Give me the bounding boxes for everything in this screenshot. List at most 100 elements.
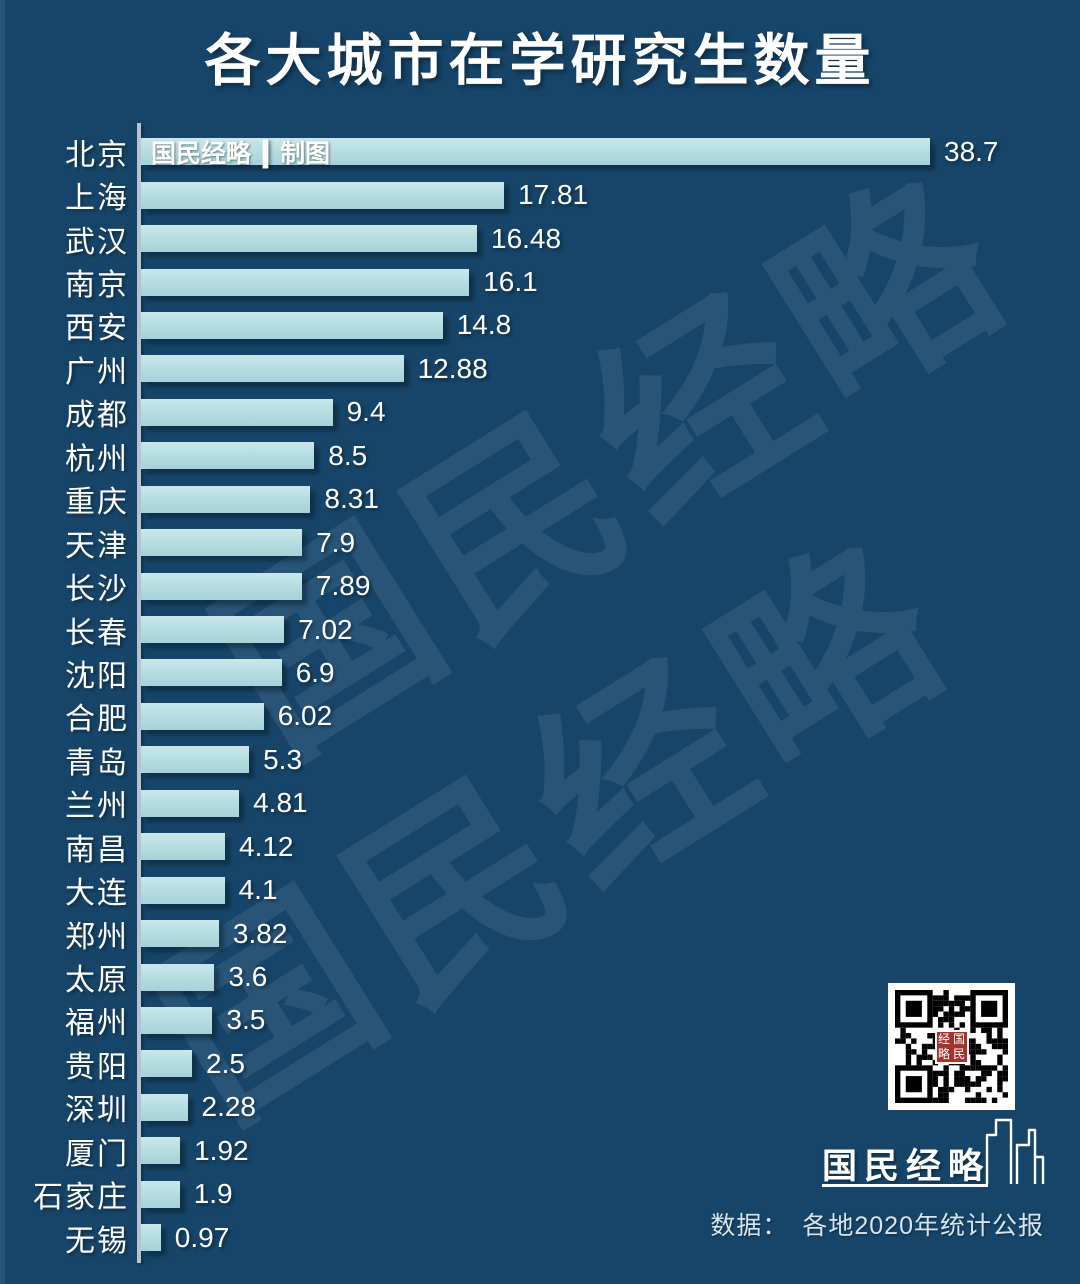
bar xyxy=(141,920,219,948)
buildings-icon xyxy=(985,1118,1045,1184)
credit-divider: | xyxy=(255,135,276,169)
chart-row: 合肥 6.02 xyxy=(0,695,1080,738)
bar-chart: 北京 国民经略 | 制图 38.7 上海 17.81 武汉 16.48 南京 16.1 西安 14.8 广… xyxy=(0,130,1080,1259)
value-label: 7.02 xyxy=(298,613,353,645)
value-label: 4.1 xyxy=(238,874,278,906)
category-label: 杭州 xyxy=(65,442,129,476)
bar xyxy=(141,616,285,644)
bar xyxy=(141,311,443,339)
bar-track: 0.97 xyxy=(139,1222,1080,1254)
chart-title: 各大城市在学研究生数量 xyxy=(204,29,876,92)
qr-code: 经国略民 xyxy=(888,983,1015,1110)
bar xyxy=(141,746,250,774)
bar-track: 8.31 xyxy=(139,483,1080,515)
value-label: 7.9 xyxy=(316,526,356,558)
category-label: 南昌 xyxy=(65,833,129,867)
bar: 国民经略 | 制图 xyxy=(141,135,930,169)
category-label: 武汉 xyxy=(65,225,129,259)
value-label: 4.81 xyxy=(253,787,308,819)
bar-track: 3.82 xyxy=(139,918,1080,950)
bar xyxy=(141,1093,188,1121)
y-axis-line xyxy=(137,123,141,1263)
qr-badge-char: 经 xyxy=(937,1031,950,1046)
bar xyxy=(141,181,505,209)
chart-row: 成都 9.4 xyxy=(0,391,1080,434)
bar-track: 7.89 xyxy=(139,570,1080,602)
qr-badge-char: 国 xyxy=(952,1031,965,1046)
chart-row: 沈阳 6.9 xyxy=(0,651,1080,694)
category-label: 天津 xyxy=(65,529,129,563)
bar-track: 4.1 xyxy=(139,874,1080,906)
bar-track: 12.88 xyxy=(139,353,1080,385)
bar xyxy=(141,529,303,557)
category-label: 上海 xyxy=(65,182,129,216)
value-label: 16.1 xyxy=(483,266,538,298)
category-label: 兰州 xyxy=(65,790,129,824)
bar-track: 4.81 xyxy=(139,787,1080,819)
category-label: 厦门 xyxy=(65,1137,129,1171)
chart-row: 深圳 2.28 xyxy=(0,1086,1080,1129)
value-label: 8.31 xyxy=(324,483,379,515)
value-label: 38.7 xyxy=(944,135,999,167)
bar-track: 14.8 xyxy=(139,309,1080,341)
value-label: 4.12 xyxy=(239,830,294,862)
bar-track: 1.92 xyxy=(139,1135,1080,1167)
bar-track: 6.02 xyxy=(139,700,1080,732)
bar xyxy=(141,876,225,904)
category-label: 重庆 xyxy=(65,486,129,520)
bar xyxy=(141,268,470,296)
chart-row: 南京 16.1 xyxy=(0,260,1080,303)
credit-label: 制图 xyxy=(280,138,331,168)
bar-track: 8.5 xyxy=(139,440,1080,472)
chart-row: 广州 12.88 xyxy=(0,347,1080,390)
category-label: 石家庄 xyxy=(33,1181,129,1215)
value-label: 3.6 xyxy=(228,961,268,993)
bar-track: 5.3 xyxy=(139,744,1080,776)
bar xyxy=(141,442,315,470)
value-label: 2.28 xyxy=(201,1091,257,1123)
bar xyxy=(141,1137,181,1165)
value-label: 3.82 xyxy=(232,917,288,949)
chart-row: 贵阳 2.5 xyxy=(0,1042,1080,1085)
category-label: 郑州 xyxy=(65,920,129,954)
value-label: 17.81 xyxy=(518,179,589,211)
category-label: 长春 xyxy=(65,616,129,650)
category-label: 青岛 xyxy=(65,746,129,780)
bar xyxy=(141,659,282,687)
bar-track: 3.6 xyxy=(139,961,1080,993)
category-label: 无锡 xyxy=(65,1224,129,1258)
chart-row: 杭州 8.5 xyxy=(0,434,1080,477)
value-label: 5.3 xyxy=(263,743,303,775)
category-label: 太原 xyxy=(65,964,129,998)
category-label: 广州 xyxy=(65,355,129,389)
value-label: 1.92 xyxy=(194,1134,249,1166)
value-label: 8.5 xyxy=(328,439,368,471)
bar-track: 3.5 xyxy=(139,1004,1080,1036)
bar-track: 国民经略 | 制图 38.7 xyxy=(139,135,1080,169)
bar xyxy=(141,1224,161,1252)
bar xyxy=(141,963,215,991)
category-label: 南京 xyxy=(65,269,129,303)
bar-track: 7.02 xyxy=(139,614,1080,646)
bar xyxy=(141,1180,180,1208)
chart-row: 郑州 3.82 xyxy=(0,912,1080,955)
category-label: 大连 xyxy=(65,877,129,911)
bar-track: 1.9 xyxy=(139,1178,1080,1210)
credit-brand: 国民经略 xyxy=(151,138,252,168)
value-label: 6.02 xyxy=(277,700,333,732)
value-label: 9.4 xyxy=(346,396,386,428)
bar xyxy=(141,833,225,861)
bar xyxy=(141,702,264,730)
bar-track: 16.1 xyxy=(139,266,1080,298)
chart-row: 兰州 4.81 xyxy=(0,782,1080,825)
bar-track: 7.9 xyxy=(139,527,1080,559)
bar xyxy=(141,485,311,513)
qr-badge-char: 略 xyxy=(937,1046,950,1061)
bar xyxy=(141,355,404,383)
brand-logo-text: 国民经略 xyxy=(822,1146,991,1187)
chart-row: 无锡 0.97 xyxy=(0,1216,1080,1259)
chart-row: 重庆 8.31 xyxy=(0,478,1080,521)
value-label: 16.48 xyxy=(491,222,562,254)
category-label: 成都 xyxy=(65,399,129,433)
